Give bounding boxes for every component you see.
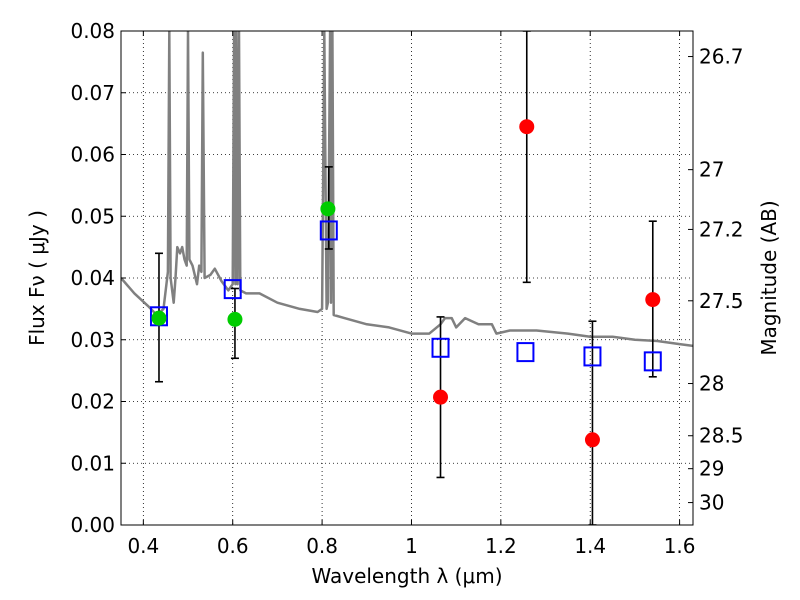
y-tick-label: 0.06 (70, 143, 115, 167)
right-tick-label: 26.7 (699, 45, 744, 69)
model-photometry-square (223, 279, 242, 300)
y-tick-label: 0.07 (70, 81, 115, 105)
y-tick-label: 0.05 (70, 204, 115, 228)
x-tick-label: 1.4 (574, 534, 606, 558)
right-axis-ticks: 26.7 27 27.2 27.5 28 28.5 29 30 (688, 45, 744, 515)
right-tick-label: 27 (699, 158, 724, 182)
model-photometry-square (643, 351, 662, 372)
right-tick-label: 28 (699, 372, 724, 396)
model-photometry-square (431, 337, 450, 358)
model-photometry-square (516, 342, 535, 363)
y-tick-label: 0.01 (70, 451, 115, 475)
green-data-point (320, 201, 336, 217)
y-tick-label: 0.00 (70, 513, 115, 537)
x-tick-label: 1.2 (485, 534, 517, 558)
y-axis-label: Flux Fν ( μJy ) (25, 210, 49, 346)
x-tick-label: 0.6 (217, 534, 249, 558)
model-spectrum-line (121, 31, 693, 348)
right-axis-label: Magnitude (AB) (757, 200, 781, 355)
right-tick-label: 28.5 (699, 424, 744, 448)
red-data-point (584, 432, 600, 448)
plot-area (121, 31, 693, 525)
y-tick-label: 0.08 (70, 19, 115, 43)
x-tick-label: 1 (405, 534, 418, 558)
x-tick-label: 0.4 (127, 534, 159, 558)
model-photometry-square (319, 220, 338, 241)
model-photometry-square (583, 346, 602, 367)
right-tick-label: 27.2 (699, 217, 744, 241)
right-tick-label: 29 (699, 457, 724, 481)
red-data-point (519, 119, 535, 135)
right-tick-label: 30 (699, 491, 724, 515)
x-tick-label: 0.8 (306, 534, 338, 558)
y-tick-label: 0.04 (70, 266, 115, 290)
green-data-point (227, 311, 243, 327)
y-axis-ticks: 0.00 0.01 0.02 0.03 0.04 0.05 0.06 0.07 0.08 (70, 19, 126, 537)
y-tick-label: 0.03 (70, 328, 115, 352)
x-axis-ticks: 0.4 0.6 0.8 1 1.2 1.4 1.6 (127, 31, 696, 558)
right-tick-label: 27.5 (699, 289, 744, 313)
x-tick-label: 1.6 (664, 534, 696, 558)
red-data-point (645, 292, 661, 308)
green-data-point (151, 310, 167, 326)
x-axis-label: Wavelength λ (μm) (311, 564, 502, 588)
red-data-point (433, 389, 449, 405)
y-tick-label: 0.02 (70, 390, 115, 414)
